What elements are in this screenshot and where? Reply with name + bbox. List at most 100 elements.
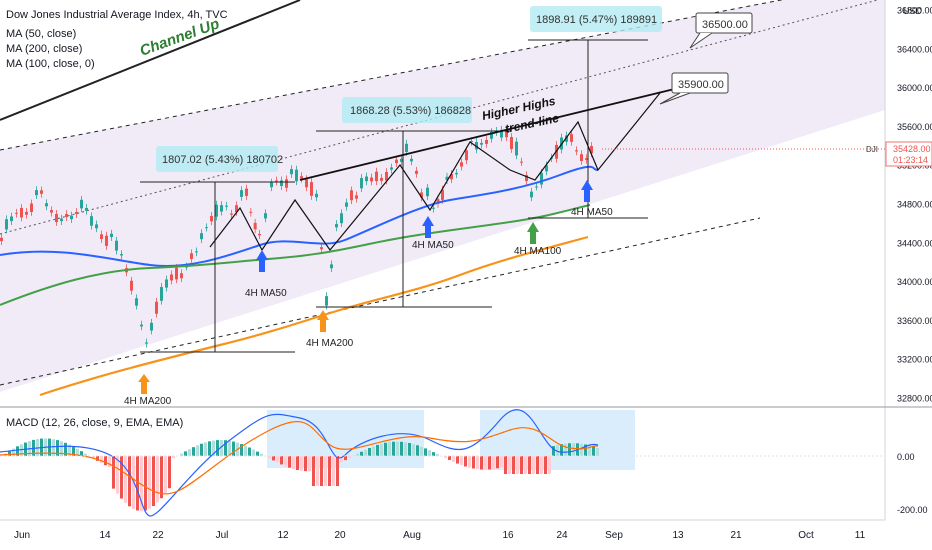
arrow-label-ma200-1: 4H MA200 [124, 396, 172, 407]
macd-bar [280, 456, 283, 465]
candle-body [500, 129, 503, 138]
macd-bar [456, 456, 459, 464]
macd-tick-label: 0.00 [897, 452, 915, 462]
candlestick-series [0, 125, 593, 348]
target-callout-36500: 36500.00 [689, 12, 753, 49]
macd-bar [244, 445, 247, 456]
countdown-timer: 01:23:14 [893, 155, 928, 165]
candle-body [535, 186, 538, 188]
macd-bar [588, 445, 591, 456]
price-tick-label: 36000.00 [897, 83, 932, 93]
candle-body [190, 253, 193, 259]
macd-bar [380, 443, 383, 456]
macd-bar [220, 439, 223, 456]
macd-bar [212, 440, 215, 456]
candle-body [60, 218, 63, 222]
macd-bar [240, 444, 243, 456]
candle-body [270, 182, 273, 188]
candle-body [160, 287, 163, 301]
candle-body [5, 219, 8, 230]
macd-bar [184, 451, 187, 456]
macd-bar [172, 456, 175, 459]
candle-body [105, 235, 108, 246]
time-tick-label: 12 [277, 530, 289, 541]
arrow-label-ma50-1: 4H MA50 [245, 288, 287, 299]
macd-bar [188, 449, 191, 456]
candle-body [200, 233, 203, 240]
candle-body [510, 137, 513, 150]
macd-bar [472, 456, 475, 469]
time-tick-label: 22 [152, 530, 164, 541]
candle-body [310, 182, 313, 196]
macd-bar [432, 452, 435, 456]
macd-bar [340, 456, 343, 463]
macd-bar [404, 442, 407, 456]
candle-body [436, 199, 440, 204]
candle-body [545, 165, 548, 172]
macd-bar [408, 443, 411, 456]
target-35900-label: 35900.00 [678, 79, 724, 91]
candle-body [100, 234, 103, 239]
candle-body [450, 174, 453, 180]
candle-body [470, 141, 473, 143]
candle-body [590, 146, 593, 154]
candle-body [380, 177, 383, 181]
macd-bar [556, 445, 559, 456]
macd-bar [392, 441, 395, 456]
macd-bar [448, 456, 451, 461]
macd-bar [76, 448, 79, 456]
macd-bar [460, 456, 463, 466]
measured-move-boxes: 1807.02 (5.43%) 180702 1868.28 (5.53%) 1… [156, 6, 662, 172]
time-tick-label: Jul [216, 530, 229, 541]
candle-body [235, 205, 238, 213]
macd-bar [80, 451, 83, 456]
macd-bar [156, 456, 159, 503]
time-axis[interactable]: Jun 14 22 Jul 12 20 Aug 16 24 Sep 13 21 Oct 11 [14, 530, 866, 541]
candle-body [460, 162, 463, 167]
macd-bar [452, 456, 455, 462]
candle-body [395, 159, 398, 164]
arrow-label-ma50-2: 4H MA50 [412, 240, 454, 251]
candle-body [75, 211, 78, 215]
candle-body [245, 188, 248, 196]
candle-body [135, 298, 138, 306]
macd-bar [384, 442, 387, 456]
time-tick-label: 13 [672, 530, 684, 541]
moving-averages [0, 165, 599, 397]
macd-bar [400, 441, 403, 456]
macd-bar [260, 453, 263, 456]
macd-bar [368, 447, 371, 456]
macd-bar [572, 443, 575, 456]
macd-bar [56, 440, 59, 456]
macd-line [0, 409, 599, 517]
time-tick-label: Oct [798, 530, 814, 541]
macd-bar [444, 456, 447, 459]
candle-body [195, 251, 198, 253]
candle-body [375, 171, 378, 182]
candle-body [140, 324, 143, 327]
time-tick-label: 24 [556, 530, 568, 541]
macd-bar [144, 456, 147, 511]
candle-body [210, 216, 213, 222]
measure-label-1: 1807.02 (5.43%) 180702 [162, 154, 283, 166]
macd-tick-label: -200.00 [897, 505, 928, 515]
macd-bar [492, 456, 495, 469]
candle-body [390, 167, 393, 170]
candle-body [480, 142, 483, 145]
candle-body [130, 280, 133, 291]
macd-bar [128, 456, 131, 507]
legend: Dow Jones Industrial Average Index, 4h, … [6, 9, 228, 70]
macd-bar [420, 446, 423, 456]
price-axis[interactable] [885, 0, 932, 550]
candle-body [365, 176, 368, 182]
macd-bar [508, 456, 511, 474]
candle-body [565, 135, 568, 142]
chart-title: Dow Jones Industrial Average Index, 4h, … [6, 9, 228, 21]
macd-bar [196, 445, 199, 456]
candle-body [225, 205, 228, 207]
macd-bar [488, 456, 491, 470]
macd-bar [92, 456, 95, 459]
macd-bar [344, 456, 347, 461]
candle-body [290, 169, 293, 175]
legend-ma100: MA (100, close, 0) [6, 58, 95, 70]
